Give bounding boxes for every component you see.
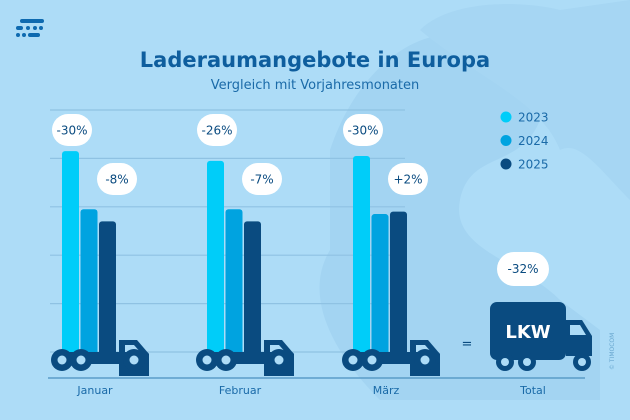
bubble-text: -30% [347, 124, 378, 138]
bubble-text: -8% [105, 173, 128, 187]
bar-2025-Februar [244, 221, 261, 360]
bar-2023-Januar [62, 151, 79, 360]
total-label: Total [519, 384, 546, 397]
bubble-vs-2024: -7% [242, 163, 282, 195]
legend-label: 2023 [518, 111, 549, 125]
bubble-text: +2% [393, 173, 422, 187]
bubble-vs-2024: +2% [388, 163, 428, 195]
legend-swatch-2025 [500, 158, 512, 170]
legend-swatch-2024 [500, 135, 512, 146]
bubble-vs-2024: -8% [97, 163, 137, 195]
category-label: Januar [76, 384, 113, 397]
legend-label: 2025 [518, 158, 549, 172]
chart-subtitle: Vergleich mit Vorjahresmonaten [211, 78, 419, 93]
category-label: März [373, 384, 400, 397]
bar-2024-Januar [80, 209, 98, 360]
bubble-vs-2023: -30% [343, 114, 383, 146]
category-label: Februar [219, 384, 262, 397]
total-truck-label: LKW [505, 322, 550, 343]
bar-2025-Januar [99, 221, 116, 360]
timocom-logo-icon [16, 19, 44, 37]
chart-title: Laderaumangebote in Europa [140, 48, 490, 72]
equals-sign: = [462, 337, 473, 352]
truck-icon [342, 340, 440, 376]
bubble-vs-2023: -30% [52, 114, 92, 146]
total-truck-icon [490, 302, 592, 371]
total-bubble: -32% [497, 252, 549, 286]
legend-label: 2024 [518, 134, 549, 148]
bubble-text: -26% [201, 124, 232, 138]
bar-2024-Februar [225, 209, 243, 360]
total-value: -32% [507, 262, 538, 276]
bubble-vs-2023: -26% [197, 114, 237, 146]
bar-2023-Februar [207, 160, 224, 360]
bubble-text: -30% [56, 124, 87, 138]
bar-2025-März [390, 211, 407, 360]
legend-swatch-2023 [500, 111, 512, 123]
legend: 2023 2024 2025 [500, 111, 549, 172]
copyright: © TIMOCOM [609, 333, 616, 370]
truck-icon [51, 340, 149, 376]
bar-2023-März [353, 155, 370, 360]
bubble-text: -7% [250, 173, 273, 187]
bar-2024-März [371, 214, 389, 360]
truck-icon [196, 340, 294, 376]
